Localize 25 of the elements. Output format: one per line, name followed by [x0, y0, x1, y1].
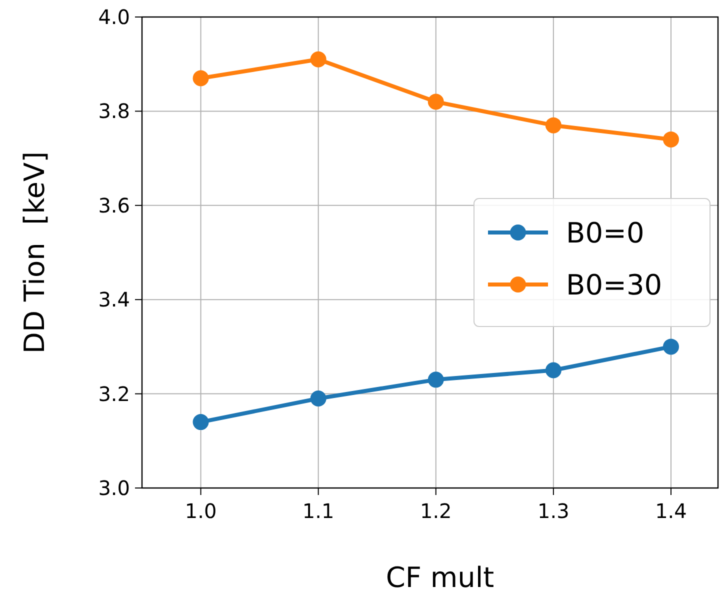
point [545, 117, 562, 134]
legend-label: B0=0 [566, 216, 644, 250]
point [192, 414, 209, 430]
legend-label: B0=30 [566, 268, 662, 302]
x-tick-label: 1.3 [538, 499, 570, 523]
x-tick-label: 1.2 [420, 499, 452, 523]
y-tick-label: 3.6 [98, 193, 130, 218]
y-tick-label: 3.8 [98, 99, 130, 124]
point [662, 131, 679, 148]
point [310, 390, 326, 407]
y-tick-label: 4.0 [98, 5, 130, 29]
y-tick-label: 3.2 [98, 382, 130, 406]
point [545, 362, 562, 378]
y-axis-title: DD Tion [keV] [18, 151, 51, 354]
point [662, 338, 679, 355]
point [428, 94, 444, 110]
y-tick-label: 3.0 [98, 476, 130, 500]
point [192, 70, 209, 86]
x-tick-label: 1.1 [302, 499, 334, 523]
x-axis-title: CF mult [386, 561, 494, 592]
x-tick-label: 1.0 [184, 499, 217, 523]
point [310, 51, 326, 68]
y-tick-label: 3.4 [98, 288, 130, 312]
x-tick-label: 1.4 [655, 499, 687, 523]
point [428, 372, 444, 388]
